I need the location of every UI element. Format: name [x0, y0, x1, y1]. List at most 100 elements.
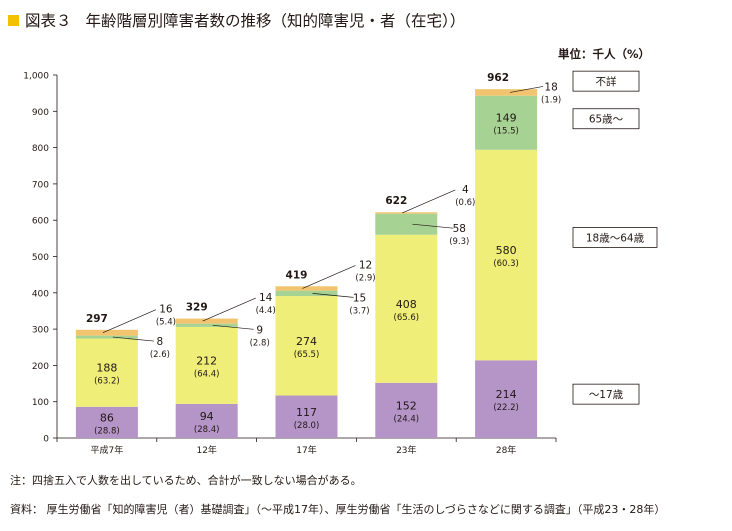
legend-label: 不詳 [596, 75, 617, 88]
callout-value-label: 15 [353, 292, 366, 304]
legend-box [572, 227, 658, 248]
callout-value-label: 8 [157, 336, 164, 348]
bar-segment [475, 360, 538, 438]
bar-segment [175, 318, 238, 324]
bar-segment [275, 290, 338, 297]
x-tick-label: 12年 [196, 444, 216, 456]
segment-percent-label: (28.4) [194, 425, 220, 435]
segment-percent-label: (65.5) [294, 350, 320, 360]
bar-segment [375, 213, 438, 235]
figure-number: 図表３ [25, 12, 72, 30]
callout-line [312, 292, 354, 298]
x-tick-label: 28年 [496, 444, 516, 456]
callout-percent-label: (3.7) [349, 306, 369, 316]
callout-percent-label: (2.8) [250, 338, 270, 348]
callout-percent-label: (2.9) [355, 273, 375, 283]
chart-title: 図表３ 年齢階層別障害者数の推移（知的障害児・者（在宅）） [8, 9, 465, 31]
callout-percent-label: (9.3) [449, 237, 469, 247]
segment-percent-label: (28.0) [294, 421, 320, 431]
y-tick-label: 200 [32, 362, 49, 372]
bar-segment [375, 212, 438, 214]
segment-value-label: 188 [96, 362, 117, 375]
segment-value-label: 274 [296, 335, 317, 348]
y-tick-label: 700 [32, 180, 49, 190]
bar-segment [75, 338, 138, 407]
total-label: 419 [286, 269, 308, 281]
source-note: 資料： 厚生労働省「知的障害児（者）基礎調査」（〜平成17年）、厚生労働省「生活… [10, 503, 666, 516]
bar-segment [275, 286, 338, 291]
segment-percent-label: (28.8) [94, 426, 120, 436]
bar-segment [475, 95, 538, 150]
bar-segment [175, 403, 238, 438]
bar-segment [75, 329, 138, 336]
total-label: 329 [186, 302, 208, 314]
total-label: 962 [487, 72, 509, 84]
segment-value-label: 408 [396, 298, 417, 311]
y-tick-label: 0 [43, 435, 49, 445]
callout-percent-label: (0.6) [455, 198, 475, 208]
legend-box [572, 108, 640, 130]
legend-label: 65歳〜 [589, 114, 624, 126]
callout-line [202, 297, 256, 322]
y-tick-label: 100 [32, 398, 49, 408]
y-tick-label: 500 [32, 253, 49, 263]
segment-percent-label: (24.4) [394, 414, 420, 424]
callout-line [302, 265, 356, 289]
callout-line [510, 86, 544, 93]
unit-label: 単位：千人（%） [557, 47, 650, 61]
legend-label: 18歳〜64歳 [586, 232, 645, 244]
total-label: 622 [385, 195, 407, 207]
segment-value-label: 94 [200, 410, 214, 423]
bar-segment [375, 234, 438, 383]
bar-segment [175, 323, 238, 327]
segment-value-label: 117 [296, 406, 317, 419]
callout-value-label: 14 [259, 292, 273, 304]
bar-segment [275, 296, 338, 396]
segment-value-label: 214 [496, 388, 517, 401]
bar-segment [75, 335, 138, 339]
callout-percent-label: (5.4) [156, 318, 176, 328]
bar-segment [175, 326, 238, 404]
y-tick-label: 600 [32, 217, 49, 227]
segment-value-label: 152 [396, 399, 417, 412]
total-label: 297 [86, 313, 108, 325]
x-tick-label: 平成7年 [91, 444, 124, 456]
callout-value-label: 16 [159, 304, 173, 316]
segment-percent-label: (22.2) [493, 403, 519, 413]
callout-percent-label: (2.6) [150, 350, 170, 360]
callout-value-label: 58 [453, 223, 466, 235]
title-text: 年齢階層別障害者数の推移（知的障害児・者（在宅）） [85, 12, 466, 30]
legend-box [572, 383, 640, 405]
segment-percent-label: (65.6) [394, 313, 420, 323]
x-tick-label: 23年 [396, 444, 416, 456]
callout-value-label: 9 [256, 324, 263, 336]
bar-segment [475, 149, 538, 361]
bar-segment [375, 382, 438, 438]
segment-value-label: 212 [196, 354, 217, 367]
callout-value-label: 4 [462, 184, 469, 196]
y-tick-label: 900 [32, 108, 49, 118]
callout-value-label: 12 [359, 259, 372, 271]
segment-percent-label: (60.3) [493, 259, 519, 269]
segment-percent-label: (15.5) [493, 127, 519, 137]
y-tick-label: 300 [32, 326, 49, 336]
segment-value-label: 580 [496, 244, 517, 257]
callout-percent-label: (4.4) [256, 306, 276, 316]
callout-line [102, 309, 157, 334]
segment-percent-label: (64.4) [194, 369, 220, 379]
y-tick-label: 400 [32, 289, 49, 299]
callout-line [112, 336, 154, 342]
bar-segment [75, 406, 138, 438]
y-tick-label: 1,000 [23, 72, 49, 82]
footnote: 注：四捨五入で人数を出しているため、合計が一致しない場合がある。 [10, 474, 362, 487]
callout-line [412, 223, 454, 229]
segment-value-label: 86 [100, 411, 114, 424]
x-tick-label: 17年 [296, 444, 316, 456]
legend-box [572, 70, 640, 92]
callout-line [212, 324, 254, 330]
title-square-icon [8, 15, 19, 26]
callout-line [402, 189, 456, 214]
callout-value-label: 18 [544, 81, 557, 93]
callout-percent-label: (1.9) [541, 95, 561, 105]
